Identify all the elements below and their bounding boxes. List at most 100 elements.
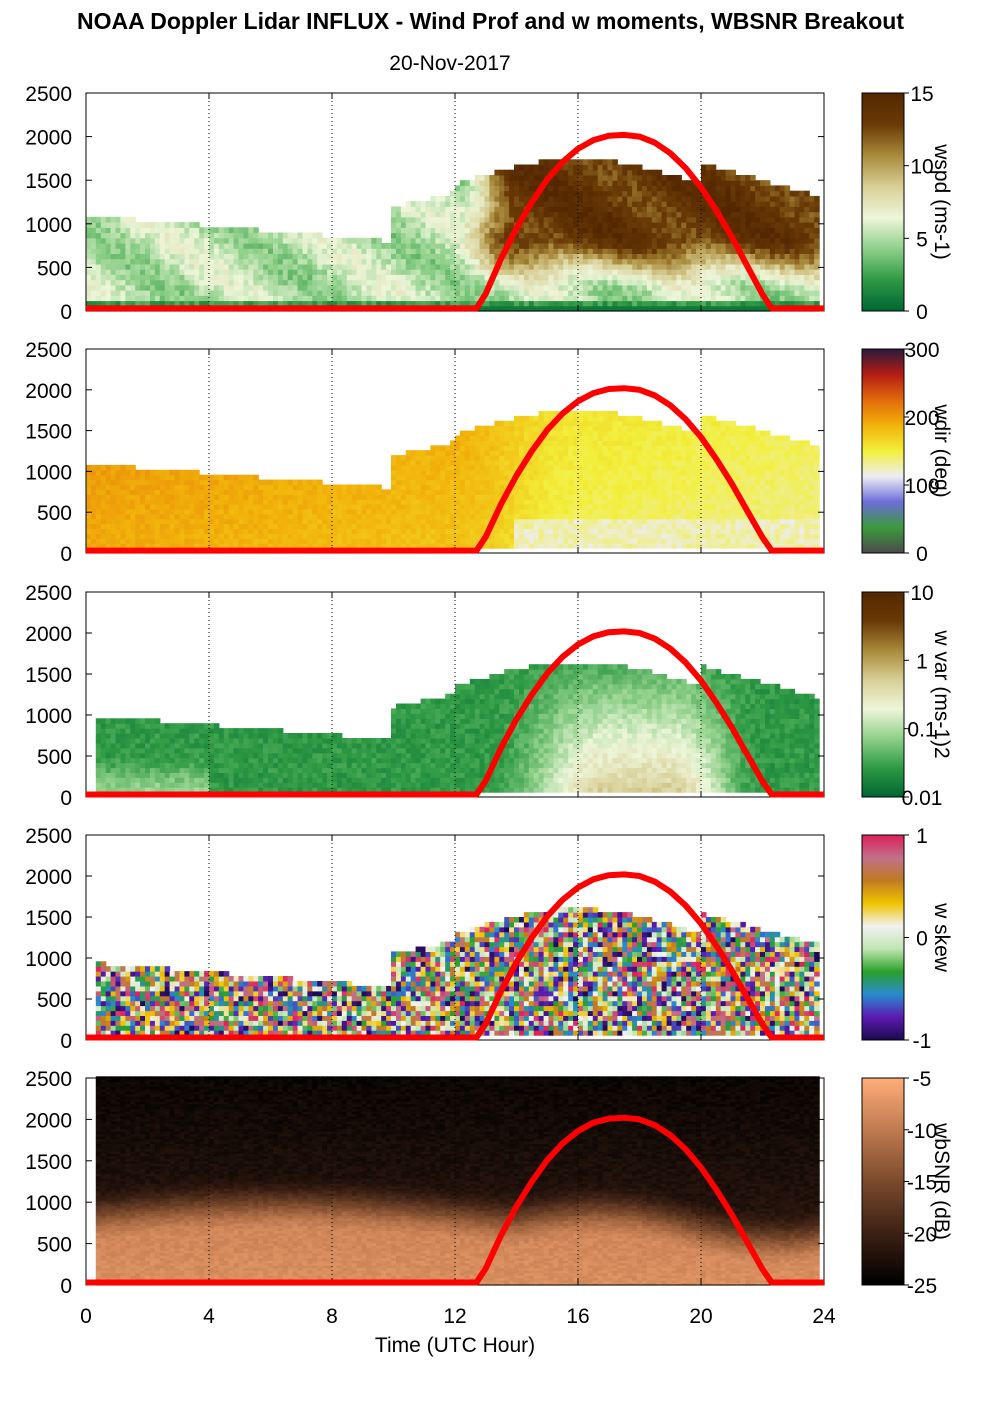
heatmap-cell bbox=[710, 216, 717, 223]
heatmap-cell bbox=[400, 300, 407, 307]
heatmap-cell bbox=[642, 222, 648, 228]
heatmap-cell bbox=[356, 543, 363, 549]
heatmap-cell bbox=[327, 243, 333, 249]
heatmap-cell bbox=[381, 253, 387, 260]
heatmap-cell bbox=[617, 248, 623, 254]
heatmap-cell bbox=[474, 237, 481, 244]
heatmap-cell bbox=[632, 305, 638, 312]
heatmap-cell bbox=[346, 528, 353, 534]
heatmap-cell bbox=[528, 295, 535, 302]
heatmap-cell bbox=[282, 499, 289, 505]
heatmap-cell bbox=[568, 164, 574, 171]
heatmap-cell bbox=[440, 227, 446, 234]
heatmap-cell bbox=[425, 469, 431, 476]
heatmap-cell bbox=[351, 237, 358, 244]
heatmap-cell bbox=[494, 425, 500, 432]
heatmap-cell bbox=[213, 523, 220, 530]
heatmap-cell bbox=[735, 232, 741, 239]
heatmap-cell bbox=[410, 300, 417, 307]
heatmap-cell bbox=[651, 206, 658, 213]
heatmap-cell bbox=[769, 274, 776, 281]
heatmap-cell bbox=[755, 269, 761, 275]
heatmap-cell bbox=[282, 237, 289, 244]
heatmap-cell bbox=[105, 469, 112, 476]
heatmap-cell bbox=[223, 248, 230, 254]
heatmap-cell bbox=[105, 274, 112, 281]
heatmap-cell bbox=[632, 211, 638, 218]
heatmap-cell bbox=[573, 206, 579, 213]
heatmap-cell bbox=[179, 518, 185, 525]
heatmap-cell bbox=[814, 290, 820, 296]
heatmap-cell bbox=[130, 538, 136, 544]
heatmap-cell bbox=[459, 543, 466, 549]
heatmap-cell bbox=[519, 180, 525, 186]
heatmap-cell bbox=[204, 533, 210, 539]
heatmap-cell bbox=[671, 190, 677, 197]
heatmap-cell bbox=[307, 479, 313, 486]
heatmap-cell bbox=[474, 523, 481, 530]
heatmap-cell bbox=[573, 237, 579, 244]
heatmap-cell bbox=[430, 222, 436, 228]
heatmap-cell bbox=[691, 284, 697, 291]
heatmap-cell bbox=[769, 206, 776, 213]
heatmap-cell bbox=[499, 445, 505, 451]
heatmap-cell bbox=[489, 499, 495, 505]
heatmap-cell bbox=[701, 300, 707, 307]
heatmap-cell bbox=[307, 300, 313, 307]
heatmap-cell bbox=[533, 420, 540, 427]
heatmap-cell bbox=[223, 227, 230, 234]
heatmap-cell bbox=[145, 222, 151, 228]
heatmap-cell bbox=[445, 222, 451, 228]
heatmap-cell bbox=[145, 253, 151, 260]
heatmap-cell bbox=[130, 263, 136, 270]
heatmap-cell bbox=[568, 258, 574, 265]
heatmap-cell bbox=[366, 274, 372, 281]
heatmap-cell bbox=[499, 185, 505, 192]
heatmap-cell bbox=[445, 274, 451, 281]
heatmap-cell bbox=[494, 430, 500, 437]
heatmap-cell bbox=[479, 469, 486, 476]
heatmap-cell bbox=[400, 460, 407, 466]
heatmap-cell bbox=[710, 279, 717, 286]
heatmap-cell bbox=[710, 237, 717, 244]
heatmap-cell bbox=[779, 211, 786, 218]
heatmap-cell bbox=[573, 274, 579, 281]
heatmap-cell bbox=[425, 479, 431, 486]
heatmap-cell bbox=[474, 474, 481, 481]
heatmap-cell bbox=[194, 508, 200, 515]
heatmap-cell bbox=[312, 248, 318, 254]
heatmap-cell bbox=[150, 508, 156, 515]
heatmap-cell bbox=[750, 222, 756, 228]
heatmap-cell bbox=[356, 290, 363, 296]
heatmap-cell bbox=[479, 243, 486, 249]
heatmap-cell bbox=[341, 295, 348, 302]
heatmap-cell bbox=[105, 533, 112, 539]
heatmap-cell bbox=[587, 159, 594, 166]
heatmap-cell bbox=[440, 533, 446, 539]
heatmap-cell bbox=[430, 455, 436, 461]
heatmap-cell bbox=[602, 243, 609, 249]
heatmap-cell bbox=[297, 508, 304, 515]
heatmap-cell bbox=[612, 300, 618, 307]
heatmap-cell bbox=[425, 201, 431, 207]
heatmap-cell bbox=[617, 232, 623, 239]
heatmap-cell bbox=[213, 513, 220, 520]
heatmap-cell bbox=[479, 180, 486, 186]
heatmap-cell bbox=[440, 543, 446, 549]
heatmap-cell bbox=[115, 499, 121, 505]
heatmap-cell bbox=[701, 237, 707, 244]
heatmap-cell bbox=[366, 269, 372, 275]
heatmap-cell bbox=[799, 243, 805, 249]
heatmap-cell bbox=[730, 211, 736, 218]
heatmap-cell bbox=[292, 295, 299, 302]
heatmap-cell bbox=[100, 227, 107, 234]
heatmap-cell bbox=[209, 543, 215, 549]
heatmap-cell bbox=[523, 305, 530, 312]
heatmap-cell bbox=[774, 206, 781, 213]
heatmap-cell bbox=[223, 479, 230, 486]
heatmap-cell bbox=[322, 523, 328, 530]
heatmap-cell bbox=[268, 499, 274, 505]
heatmap-cell bbox=[686, 300, 692, 307]
heatmap-cell bbox=[602, 175, 609, 181]
heatmap-cell bbox=[548, 450, 554, 456]
